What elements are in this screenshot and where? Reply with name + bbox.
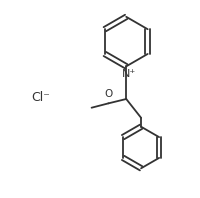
Text: N⁺: N⁺	[121, 69, 135, 79]
Text: O: O	[104, 89, 112, 99]
Text: Cl⁻: Cl⁻	[32, 90, 50, 104]
